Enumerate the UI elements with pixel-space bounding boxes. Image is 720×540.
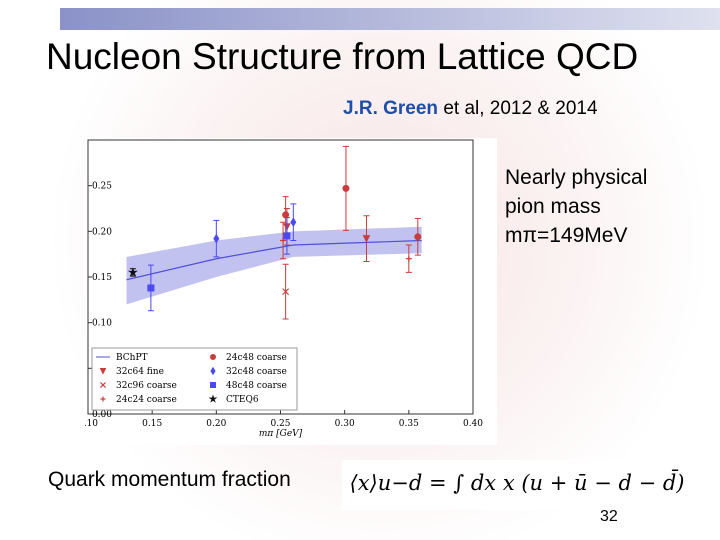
band [126,226,422,305]
marker [282,211,290,219]
x-tick-label: 0.15 [142,419,162,429]
page-number: 32 [600,508,618,525]
legend-label: 24c24 coarse [116,395,177,405]
legend-swatch [210,382,216,388]
legend-label: 32c64 fine [116,367,164,377]
title: Nucleon Structure from Lattice QCD [46,36,639,77]
x-tick-label: 0.30 [335,419,355,429]
marker [283,232,291,240]
legend-label: 32c48 coarse [226,367,287,377]
x-tick-label: 0.35 [399,419,419,429]
citation-rest: et al, 2012 & 2014 [443,98,598,119]
marker [362,235,371,243]
legend-label: 24c48 coarse [226,353,287,363]
citation: J.R. Green et al, 2012 & 2014 [343,98,598,120]
legend-swatch [100,396,106,402]
x-tick-label: 0.40 [463,419,483,429]
y-tick-label: 0.25 [92,182,112,192]
y-tick-label: 0.00 [92,410,112,420]
legend [91,347,298,411]
caption: Quark momentum fraction [48,468,291,491]
marker [127,267,138,277]
marker [405,255,412,262]
note-line: pion mass [505,195,601,218]
note-line: Nearly physical [505,166,648,189]
x-tick-label: 0.20 [206,419,226,429]
marker [147,284,155,292]
note-line: mπ=149MeV [505,224,628,247]
line [126,239,422,281]
marker [280,237,287,244]
marker [290,217,297,228]
x-axis-label: mπ [GeV] [259,429,303,439]
legend-swatch [210,366,216,376]
formula: ⟨x⟩u−d = ∫ dx x (u + ū − d − d̄) [342,460,692,510]
y-tick-label: 0.15 [92,273,112,283]
y-tick-label: 0.20 [92,227,112,237]
legend-swatch [210,354,216,360]
y-tick-label: 0.10 [92,319,112,329]
marker [213,233,220,244]
legend-swatch [99,368,107,375]
legend-swatch [100,382,106,388]
legend-label: 48c48 coarse [226,381,287,391]
legend-label: BChPT [116,353,148,363]
note: Nearly physical pion mass mπ=149MeV [505,163,647,250]
marker [282,288,290,296]
marker [342,184,350,192]
legend-label: 32c96 coarse [116,381,177,391]
legend-swatch [208,394,218,403]
chart: 0.100.150.200.250.300.350.400.000.050.10… [85,138,497,445]
legend-label: CTEQ6 [226,395,259,405]
header-bar [60,8,720,30]
x-tick-label: 0.10 [85,419,98,429]
marker [414,233,422,241]
author: J.R. Green [343,98,439,119]
x-tick-label: 0.25 [270,419,290,429]
